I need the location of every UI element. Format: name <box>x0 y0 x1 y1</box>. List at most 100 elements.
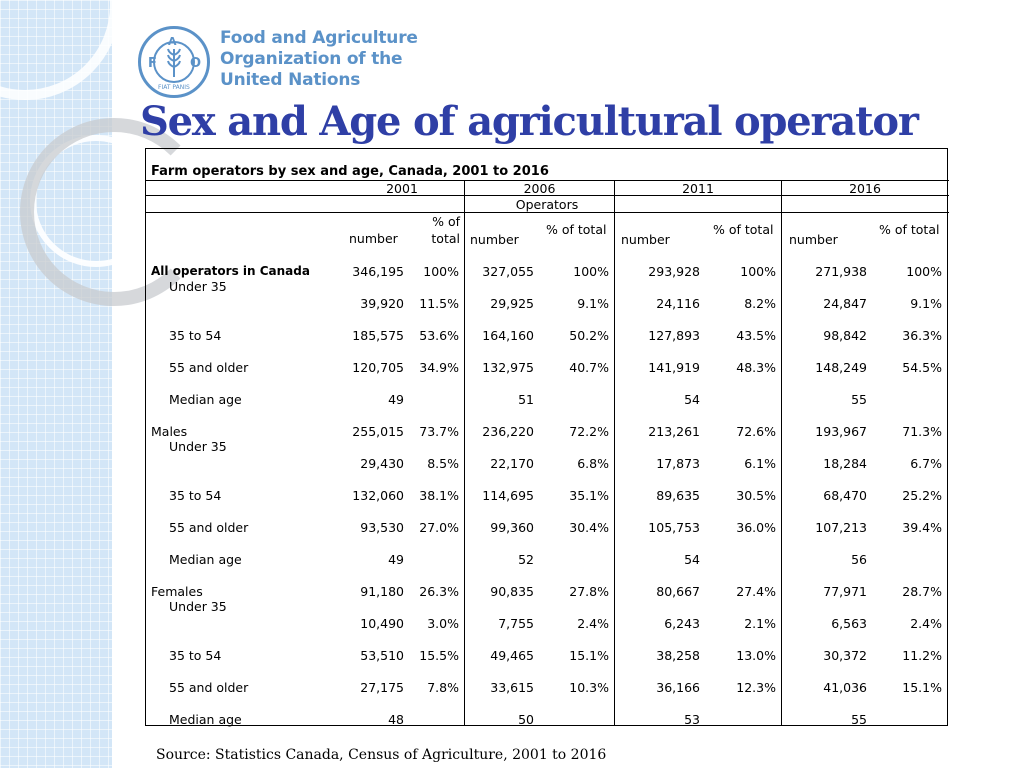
cell-number: 105,753 <box>648 520 700 535</box>
row-label: Under 35 <box>169 439 227 454</box>
cell-number: 193,967 <box>815 424 867 439</box>
operators-group-header: Operators <box>515 197 579 212</box>
cell-percent: 25.2% <box>902 488 942 503</box>
cell-percent: 34.9% <box>419 360 459 375</box>
cell-number: 17,873 <box>656 456 700 471</box>
cell-number: 91,180 <box>360 584 404 599</box>
cell-number: 41,036 <box>823 680 867 695</box>
decorative-side-stripe <box>0 0 112 768</box>
cell-percent: 38.1% <box>419 488 459 503</box>
cell-number: 10,490 <box>360 616 404 631</box>
cell-number: 54 <box>684 552 700 567</box>
row-label: 55 and older <box>169 680 249 695</box>
cell-number: 55 <box>851 392 867 407</box>
table-row: Under 35 10,490 3.0% 7,755 2.4% 6,243 2.1% 6,56… <box>145 599 949 636</box>
table-column-rule <box>614 180 615 726</box>
cell-percent: 26.3% <box>419 584 459 599</box>
cell-percent: 8.2% <box>744 296 776 311</box>
col-header-number-2006: number <box>470 232 519 247</box>
cell-percent: 54.5% <box>902 360 942 375</box>
table-row: 35 to 54 185,575 53.6% 164,160 50.2% 127,893 4… <box>145 328 949 348</box>
cell-percent: 71.3% <box>902 424 942 439</box>
col-header-pct-2011: % of total <box>713 222 774 237</box>
cell-number: 6,563 <box>831 616 867 631</box>
cell-number: 98,842 <box>823 328 867 343</box>
cell-number: 56 <box>851 552 867 567</box>
cell-percent: 43.5% <box>736 328 776 343</box>
cell-percent: 50.2% <box>569 328 609 343</box>
cell-number: 24,847 <box>823 296 867 311</box>
row-label: Median age <box>169 712 242 727</box>
col-header-number-2011: number <box>621 232 670 247</box>
table-caption: Farm operators by sex and age, Canada, 2… <box>151 164 549 179</box>
cell-percent: 6.8% <box>577 456 609 471</box>
cell-percent: 2.4% <box>577 616 609 631</box>
table-rule <box>145 195 949 196</box>
row-label: Median age <box>169 552 242 567</box>
cell-percent: 48.3% <box>736 360 776 375</box>
cell-number: 164,160 <box>482 328 534 343</box>
cell-number: 49,465 <box>490 648 534 663</box>
cell-number: 327,055 <box>482 264 534 279</box>
table-row: Median age 49 51 54 55 <box>145 392 949 412</box>
cell-percent: 73.7% <box>419 424 459 439</box>
cell-number: 53,510 <box>360 648 404 663</box>
cell-number: 255,015 <box>352 424 404 439</box>
cell-number: 120,705 <box>352 360 404 375</box>
year-header-2006: 2006 <box>523 181 556 196</box>
table-row: 55 and older 27,175 7.8% 33,615 10.3% 36,166 1… <box>145 680 949 700</box>
cell-number: 236,220 <box>482 424 534 439</box>
cell-number: 29,925 <box>490 296 534 311</box>
cell-number: 39,920 <box>360 296 404 311</box>
cell-number: 80,667 <box>656 584 700 599</box>
cell-number: 107,213 <box>815 520 867 535</box>
cell-number: 271,938 <box>815 264 867 279</box>
row-label: 35 to 54 <box>169 488 222 503</box>
logo-line-3: United Nations <box>220 70 361 90</box>
fao-letter-f: F <box>148 56 157 71</box>
row-label: Males <box>151 424 188 439</box>
cell-number: 24,116 <box>656 296 700 311</box>
cell-percent: 15.5% <box>419 648 459 663</box>
cell-number: 36,166 <box>656 680 700 695</box>
cell-percent: 100% <box>573 264 609 279</box>
row-label: Under 35 <box>169 279 227 294</box>
fao-motto: FIAT PANIS <box>158 84 190 91</box>
table-rule <box>145 180 949 181</box>
logo-line-1: Food and Agriculture <box>220 28 418 48</box>
table-row: 55 and older 120,705 34.9% 132,975 40.7% 141,… <box>145 360 949 380</box>
cell-number: 93,530 <box>360 520 404 535</box>
cell-percent: 9.1% <box>910 296 942 311</box>
source-note: Source: Statistics Canada, Census of Agr… <box>156 747 607 763</box>
cell-number: 54 <box>684 392 700 407</box>
cell-percent: 7.8% <box>427 680 459 695</box>
cell-number: 213,261 <box>648 424 700 439</box>
row-label: 35 to 54 <box>169 648 222 663</box>
fao-emblem-icon: F A O FIAT PANIS <box>148 35 201 91</box>
fao-letter-o: O <box>190 56 201 71</box>
cell-number: 49 <box>388 552 404 567</box>
table-row: Females 91,180 26.3% 90,835 27.8% 80,667 27.4%… <box>145 584 949 604</box>
cell-percent: 10.3% <box>569 680 609 695</box>
cell-number: 114,695 <box>482 488 534 503</box>
cell-percent: 6.7% <box>910 456 942 471</box>
cell-percent: 30.4% <box>569 520 609 535</box>
cell-number: 18,284 <box>823 456 867 471</box>
table-row: Under 35 29,430 8.5% 22,170 6.8% 17,873 6.1% 18… <box>145 439 949 476</box>
row-label: 35 to 54 <box>169 328 222 343</box>
logo-line-2: Organization of the <box>220 49 403 69</box>
cell-percent: 13.0% <box>736 648 776 663</box>
cell-number: 99,360 <box>490 520 534 535</box>
table-rule <box>145 212 949 213</box>
cell-percent: 3.0% <box>427 616 459 631</box>
col-header-number-2016: number <box>789 232 838 247</box>
cell-percent: 100% <box>423 264 459 279</box>
cell-percent: 39.4% <box>902 520 942 535</box>
col-header-pct-2016: % of total <box>879 222 940 237</box>
cell-number: 38,258 <box>656 648 700 663</box>
cell-number: 7,755 <box>498 616 534 631</box>
cell-number: 22,170 <box>490 456 534 471</box>
cell-percent: 27.0% <box>419 520 459 535</box>
cell-percent: 11.5% <box>419 296 459 311</box>
row-label: 55 and older <box>169 520 249 535</box>
